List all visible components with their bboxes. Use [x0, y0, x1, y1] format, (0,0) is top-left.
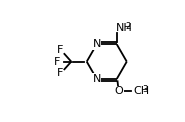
Text: O: O — [115, 86, 123, 96]
Text: CH: CH — [133, 86, 149, 96]
Text: NH: NH — [116, 23, 133, 33]
Text: 2: 2 — [125, 22, 130, 31]
Text: F: F — [57, 68, 64, 78]
Text: N: N — [92, 39, 101, 49]
Text: F: F — [54, 57, 61, 67]
Text: F: F — [57, 45, 64, 55]
Text: 3: 3 — [142, 85, 148, 94]
Text: N: N — [92, 74, 101, 84]
